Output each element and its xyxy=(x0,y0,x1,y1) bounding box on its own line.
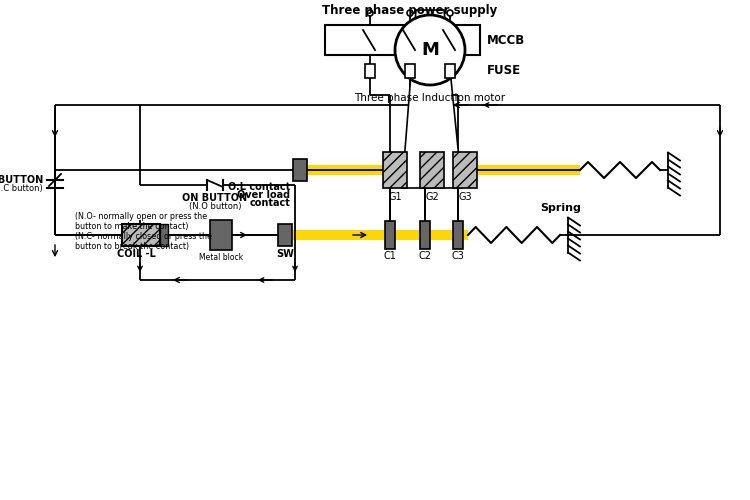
Text: contact: contact xyxy=(249,198,290,208)
Text: M: M xyxy=(421,41,439,59)
Text: button to make the contact): button to make the contact) xyxy=(75,222,188,231)
Bar xyxy=(365,64,375,78)
Bar xyxy=(385,221,395,249)
Bar xyxy=(210,220,232,250)
Bar xyxy=(453,152,477,188)
Text: G3: G3 xyxy=(458,192,472,202)
Bar xyxy=(160,224,168,246)
Text: C1: C1 xyxy=(383,251,397,261)
Text: C3: C3 xyxy=(452,251,464,261)
Polygon shape xyxy=(402,10,462,188)
Text: FUSE: FUSE xyxy=(487,64,521,76)
Bar xyxy=(292,230,468,240)
Text: (N.C- normally closed or press the: (N.C- normally closed or press the xyxy=(75,232,212,241)
Text: ON BUTTON: ON BUTTON xyxy=(182,193,248,203)
Text: COIL -L: COIL -L xyxy=(116,249,155,259)
Bar xyxy=(307,165,580,175)
Text: MCCB: MCCB xyxy=(487,34,525,46)
Bar xyxy=(405,64,415,78)
Text: SW: SW xyxy=(276,249,294,259)
Bar xyxy=(420,221,430,249)
Text: C2: C2 xyxy=(419,251,431,261)
Bar xyxy=(383,152,407,188)
Text: O.L contact: O.L contact xyxy=(228,182,290,192)
Bar xyxy=(293,159,307,181)
Text: Over load: Over load xyxy=(237,190,290,200)
Bar xyxy=(325,25,480,55)
Circle shape xyxy=(395,15,465,85)
Bar xyxy=(445,64,455,78)
Bar xyxy=(420,152,444,188)
Bar xyxy=(278,224,292,246)
Text: Spring: Spring xyxy=(540,203,580,213)
Text: (N.C button): (N.C button) xyxy=(0,184,43,194)
Text: G2: G2 xyxy=(425,192,439,202)
Text: Three phase power supply: Three phase power supply xyxy=(322,4,498,17)
Text: (N.O- normally open or press the: (N.O- normally open or press the xyxy=(75,212,207,221)
Text: Metal block: Metal block xyxy=(199,253,243,262)
Text: OFF BUTTON: OFF BUTTON xyxy=(0,175,43,185)
Text: G1: G1 xyxy=(388,192,402,202)
Bar xyxy=(122,224,160,246)
Text: Three phase Induction motor: Three phase Induction motor xyxy=(355,93,506,103)
Text: button to break the contact): button to break the contact) xyxy=(75,242,189,251)
Text: (N.O button): (N.O button) xyxy=(189,202,242,211)
Bar xyxy=(453,221,463,249)
